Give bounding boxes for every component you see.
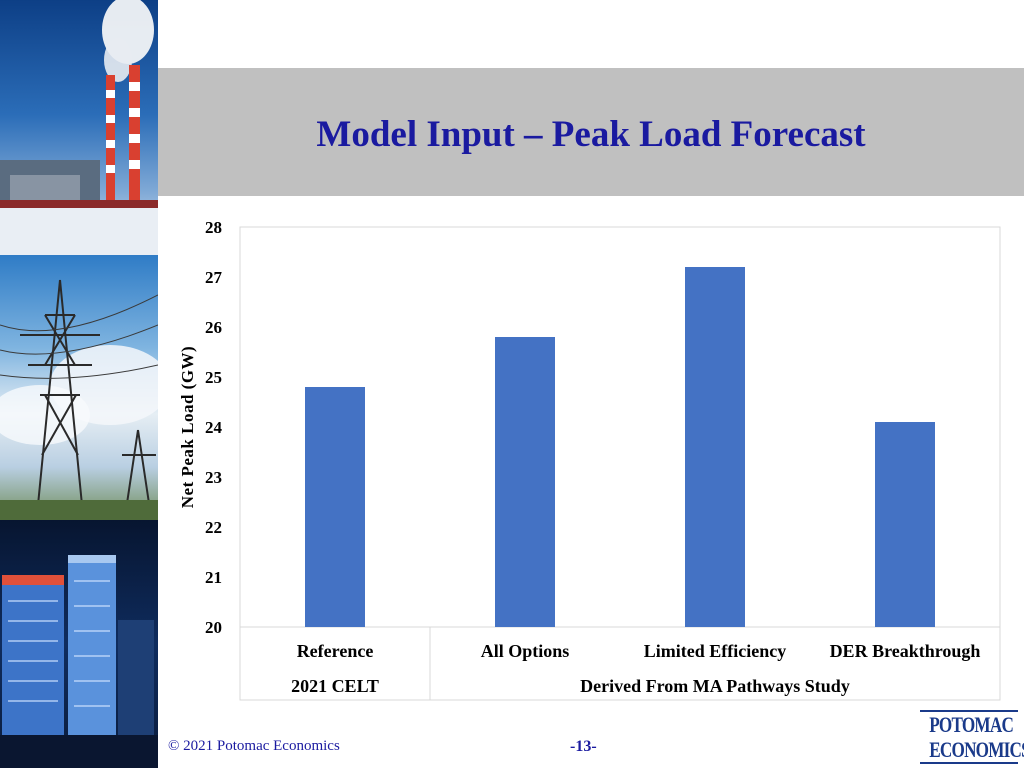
- y-tick-label: 26: [205, 318, 222, 337]
- y-tick-label: 21: [205, 568, 222, 587]
- peak-load-bar-chart: 20 21 22 23 24 25 26 27 28 Reference All Options L…: [178, 218, 1001, 701]
- x-category-label: DER Breakthrough: [830, 641, 981, 661]
- y-tick-label: 24: [205, 418, 223, 437]
- bar-der-breakthrough: [875, 422, 935, 627]
- y-tick-label: 22: [205, 518, 222, 537]
- x-group-label: 2021 CELT: [291, 676, 379, 696]
- page-number: -13-: [570, 738, 597, 755]
- x-category-label: Reference: [297, 641, 374, 661]
- y-tick-label: 27: [205, 268, 223, 287]
- transmission-lines-photo: [0, 255, 158, 520]
- x-group-label: Derived From MA Pathways Study: [580, 676, 850, 696]
- side-photo-strip: [0, 0, 158, 768]
- y-tick-label: 20: [205, 618, 222, 637]
- city-skyline-photo: [0, 520, 158, 768]
- footer-copyright: © 2021 Potomac Economics: [168, 738, 340, 754]
- bar-limited-efficiency: [685, 267, 745, 627]
- potomac-economics-logo: POTOMAC ECONOMICS: [918, 710, 1024, 766]
- x-category-label: Limited Efficiency: [644, 641, 786, 661]
- bar-reference: [305, 387, 365, 627]
- logo-line-1: POTOMAC: [929, 712, 1014, 737]
- bar-all-options: [495, 337, 555, 627]
- power-plant-photo: [0, 0, 158, 255]
- logo-line-2: ECONOMICS: [929, 737, 1024, 762]
- y-tick-label: 28: [205, 218, 222, 237]
- page-title: Model Input – Peak Load Forecast: [316, 114, 866, 155]
- y-axis-label: Net Peak Load (GW): [178, 346, 197, 508]
- title-band: Model Input – Peak Load Forecast: [158, 68, 1024, 196]
- y-tick-label: 23: [205, 468, 222, 487]
- x-category-label: All Options: [481, 641, 570, 661]
- y-tick-label: 25: [205, 368, 222, 387]
- plot-area-border: [239, 226, 1001, 701]
